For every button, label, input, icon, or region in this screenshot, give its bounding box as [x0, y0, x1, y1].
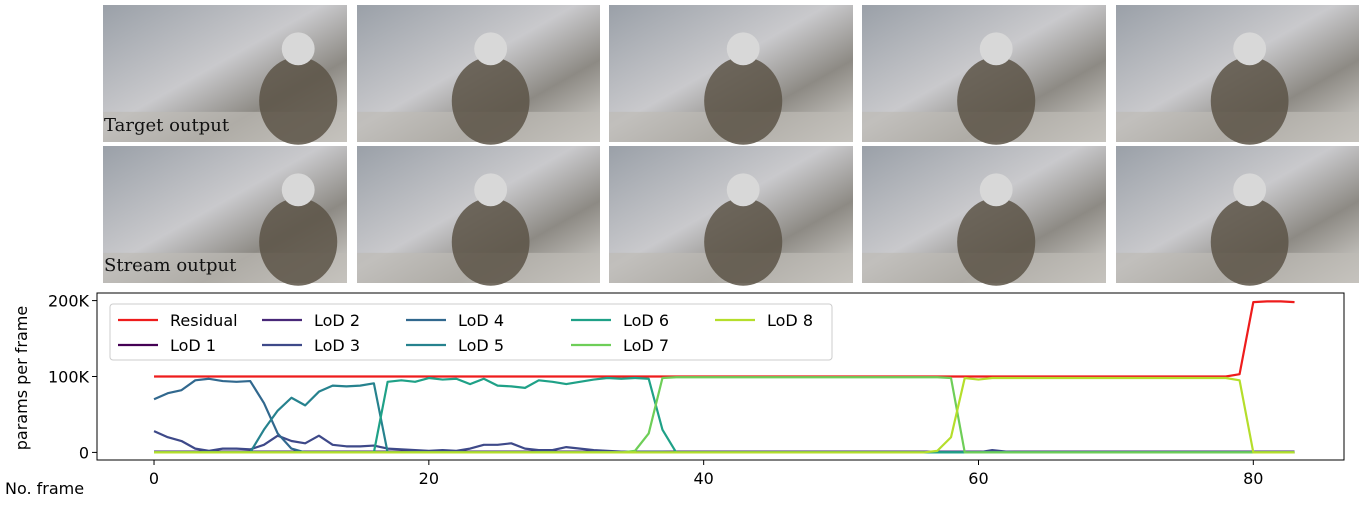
x-tick-label: 0 [149, 469, 159, 488]
photo-head [727, 173, 760, 206]
legend-label: LoD 3 [314, 336, 360, 355]
x-tick-label: 80 [1243, 469, 1263, 488]
series-line [154, 431, 1295, 452]
y-axis-label: params per frame [12, 306, 31, 450]
photo-head [1233, 173, 1266, 206]
chart: 0 20 40 60 80 0 100K 200K No. frame params per fr… [5, 292, 1344, 498]
photo-person [704, 198, 782, 286]
series-line [154, 383, 1295, 452]
legend-label: LoD 7 [623, 336, 669, 355]
legend-label: LoD 5 [458, 336, 504, 355]
x-tick-label: 60 [968, 469, 988, 488]
photo-head [1233, 32, 1266, 65]
legend-label: LoD 2 [314, 311, 360, 330]
photo-person [259, 198, 337, 286]
y-tick-label: 100K [48, 368, 90, 387]
x-axis-label: No. frame [5, 479, 84, 498]
photo-person [704, 57, 782, 145]
photo-head [727, 32, 760, 65]
x-tick-label: 20 [419, 469, 439, 488]
y-tick-label: 0 [79, 443, 89, 462]
photo-person [259, 57, 337, 145]
legend-label: Residual [170, 311, 238, 330]
row-label: Stream output [104, 255, 237, 276]
figure: Target output Stream output 0 20 40 60 80 0 10… [0, 0, 1367, 501]
photo-person [1211, 57, 1289, 145]
legend-label: LoD 8 [767, 311, 813, 330]
photo-person [957, 198, 1035, 286]
row-label: Target output [104, 115, 230, 136]
photo-person [452, 198, 530, 286]
photo-person [1211, 198, 1289, 286]
legend-label: LoD 1 [170, 336, 216, 355]
legend-label: LoD 4 [458, 311, 504, 330]
y-tick-label: 200K [48, 292, 90, 311]
x-tick-label: 40 [693, 469, 713, 488]
photo-head [474, 173, 507, 206]
photo-head [282, 173, 315, 206]
photo-person [957, 57, 1035, 145]
photo-grid [103, 5, 1359, 286]
photo-person [452, 57, 530, 145]
photo-head [980, 173, 1013, 206]
photo-head [282, 32, 315, 65]
legend-label: LoD 6 [623, 311, 669, 330]
photo-head [980, 32, 1013, 65]
photo-head [474, 32, 507, 65]
